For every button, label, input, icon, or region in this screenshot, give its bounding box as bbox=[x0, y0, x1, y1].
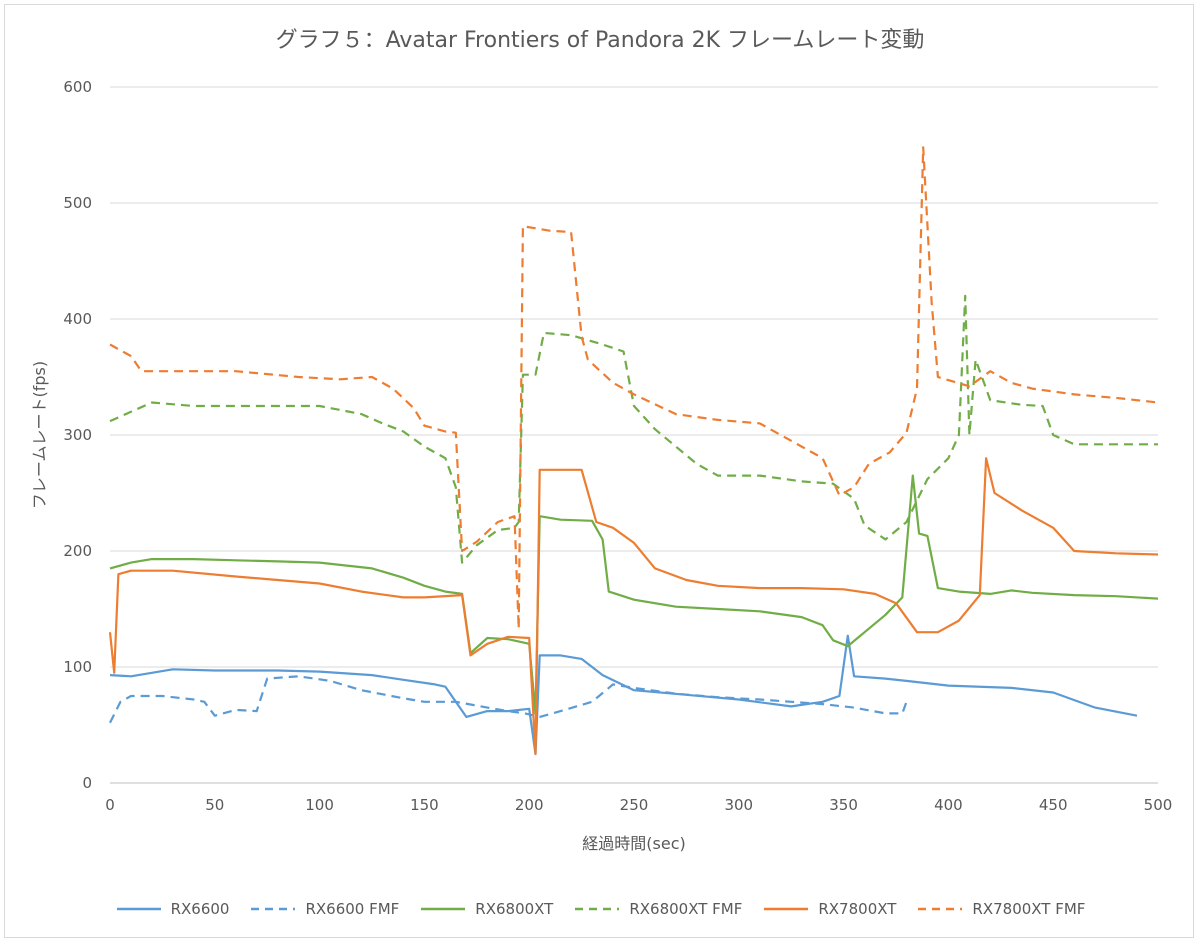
x-axis-label: 経過時間(sec) bbox=[582, 834, 686, 853]
x-tick-label: 0 bbox=[105, 796, 115, 814]
legend-entry: RX6800XT FMF bbox=[573, 900, 742, 918]
series-line-rx6600-fmf bbox=[109, 675, 908, 724]
legend-swatch bbox=[575, 907, 620, 911]
x-tick-label: 150 bbox=[410, 796, 439, 814]
series-line-rx6800xt-fmf bbox=[109, 294, 1158, 564]
y-tick-label: 0 bbox=[82, 774, 92, 792]
x-tick-label: 350 bbox=[829, 796, 858, 814]
x-tick-label: 400 bbox=[934, 796, 963, 814]
x-tick-label: 500 bbox=[1144, 796, 1173, 814]
series-line-rx6600 bbox=[109, 634, 1138, 756]
x-tick-label: 250 bbox=[620, 796, 649, 814]
legend-entry: RX6600 FMF bbox=[249, 900, 399, 918]
legend-swatch bbox=[764, 907, 809, 911]
legend-swatch bbox=[918, 907, 963, 911]
y-tick-label: 500 bbox=[63, 194, 92, 212]
x-tick-label: 50 bbox=[205, 796, 224, 814]
x-tick-label: 450 bbox=[1039, 796, 1068, 814]
x-tick-label: 300 bbox=[724, 796, 753, 814]
series-line-rx7800xt bbox=[108, 457, 1159, 756]
legend-entry: RX7800XT bbox=[762, 900, 896, 918]
legend-swatch bbox=[421, 907, 466, 911]
legend-label: RX6800XT FMF bbox=[629, 900, 743, 918]
y-tick-label: 100 bbox=[63, 658, 92, 676]
y-tick-label: 600 bbox=[63, 78, 92, 96]
y-tick-label: 200 bbox=[63, 542, 92, 560]
series-line-rx7800xt-fmf bbox=[109, 146, 1159, 630]
legend-swatch bbox=[251, 907, 296, 911]
chart-frame bbox=[4, 4, 1194, 938]
legend-entry: RX6600 bbox=[115, 900, 230, 918]
legend-label: RX6600 FMF bbox=[305, 900, 400, 918]
y-tick-label: 400 bbox=[63, 310, 92, 328]
legend-label: RX7800XT bbox=[818, 900, 897, 918]
legend-entry: RX6800XT bbox=[419, 900, 553, 918]
chart-title: グラフ５：Avatar Frontiers of Pandora 2K フレーム… bbox=[275, 28, 925, 53]
legend-label: RX6800XT bbox=[475, 900, 554, 918]
x-tick-label: 100 bbox=[305, 796, 334, 814]
x-tick-label: 200 bbox=[515, 796, 544, 814]
legend: RX6600 RX6600 FMF RX6800XT RX6800XT FMF RX78… bbox=[0, 900, 1200, 918]
legend-entry: RX7800XT FMF bbox=[916, 900, 1085, 918]
legend-label: RX6600 bbox=[170, 900, 230, 918]
legend-swatch bbox=[116, 907, 161, 911]
legend-label: RX7800XT FMF bbox=[972, 900, 1086, 918]
series-line-rx6800xt bbox=[109, 474, 1159, 715]
y-tick-label: 300 bbox=[63, 426, 92, 444]
